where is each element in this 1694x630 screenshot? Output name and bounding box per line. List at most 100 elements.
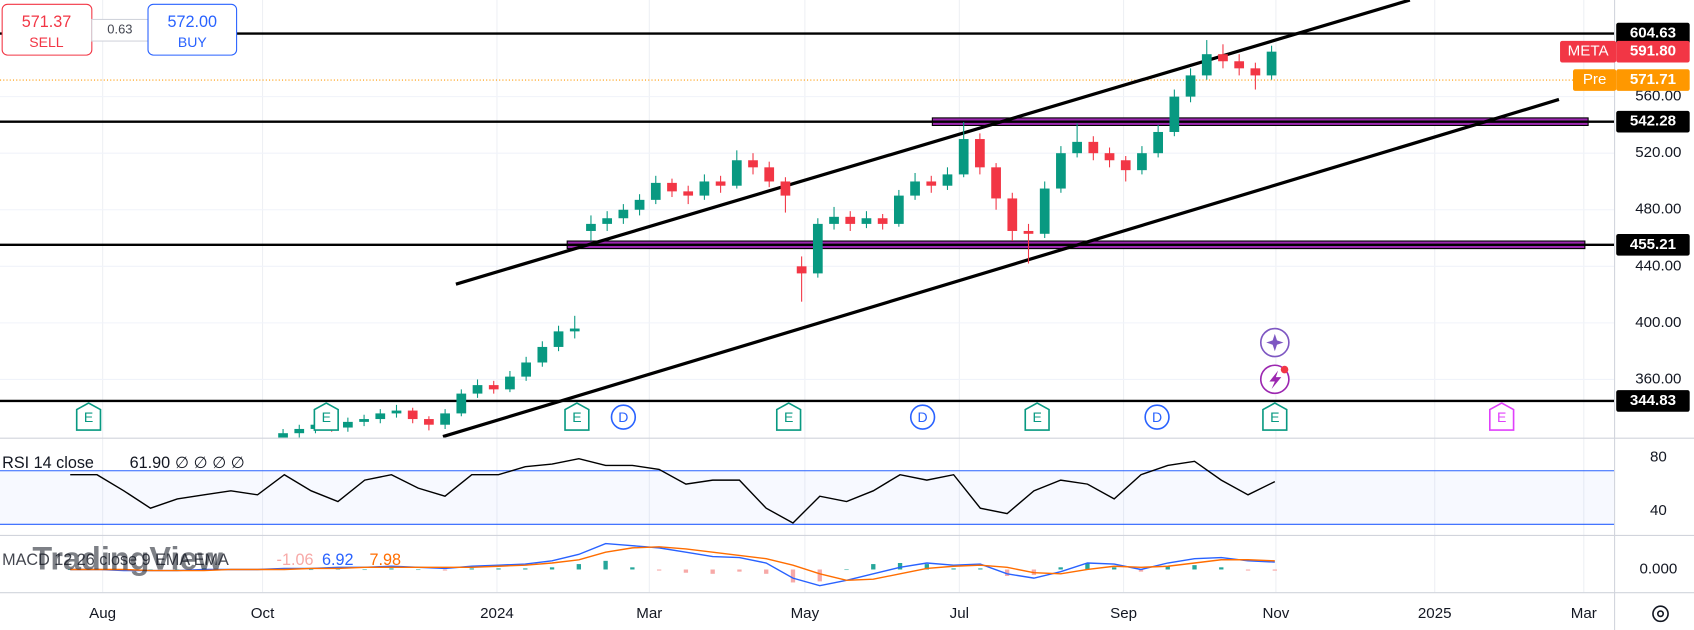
candle-body xyxy=(731,160,742,186)
spread: 0.63 xyxy=(107,22,132,37)
earnings-marker[interactable] xyxy=(775,402,802,431)
macd-histogram-bar xyxy=(978,568,983,570)
candle-body xyxy=(586,223,596,231)
y-tick-label: 400.00 xyxy=(1635,314,1681,331)
macd-histogram-bar xyxy=(549,567,555,570)
macd-histogram-bar xyxy=(710,569,715,574)
macd-histogram-bar xyxy=(844,569,849,571)
earnings-marker[interactable] xyxy=(75,402,102,431)
candle-body xyxy=(1120,160,1131,171)
premarket-name: Pre xyxy=(1583,71,1607,88)
macd-histogram-bar xyxy=(1219,567,1224,570)
candle-body xyxy=(1104,153,1115,161)
macd-histogram-bar xyxy=(1112,567,1117,570)
candle-body xyxy=(1185,75,1196,97)
grid xyxy=(0,0,1615,593)
candle-body xyxy=(294,428,305,434)
candle-body xyxy=(456,393,467,414)
earnings-marker[interactable] xyxy=(1024,402,1050,431)
macd-histogram-bar xyxy=(175,569,180,571)
buy-button[interactable] xyxy=(147,3,238,56)
macd-histogram-bar xyxy=(1165,566,1170,570)
rsi-extra: ∅ ∅ ∅ ∅ xyxy=(175,454,245,472)
candle-body xyxy=(407,410,418,420)
candle-body xyxy=(1234,61,1245,69)
level-label: 604.63 xyxy=(1630,25,1676,42)
candle-body xyxy=(1201,54,1212,76)
event-label: E xyxy=(1497,409,1506,425)
watermark: TradingView xyxy=(32,540,223,576)
earnings-marker[interactable] xyxy=(564,402,590,431)
candle-body xyxy=(1218,54,1228,62)
candle-body xyxy=(1039,188,1050,234)
sparkle-icon xyxy=(1266,333,1284,352)
event-label: E xyxy=(322,409,331,425)
x-tick-label: Jul xyxy=(950,605,969,622)
event-label: E xyxy=(784,409,793,425)
earnings-marker[interactable] xyxy=(1489,402,1515,431)
macd-histogram-bar xyxy=(790,569,796,583)
candle-body xyxy=(359,419,369,422)
earnings-marker[interactable] xyxy=(313,402,339,431)
notification-dot xyxy=(1280,365,1289,374)
candle-body xyxy=(1250,68,1261,76)
trend-line xyxy=(442,97,1560,438)
x-tick-label: Sep xyxy=(1110,605,1137,622)
candle-body xyxy=(553,331,564,347)
y-tick-label: 560.00 xyxy=(1635,88,1681,105)
candle-body xyxy=(650,182,661,200)
candle-body xyxy=(440,413,450,425)
level-label-bg xyxy=(1616,390,1690,412)
rsi-name: RSI 14 close xyxy=(2,454,94,472)
candle-body xyxy=(910,181,920,196)
candle-body xyxy=(1023,230,1034,234)
settings-button[interactable] xyxy=(1652,605,1669,623)
candle-body xyxy=(1056,153,1066,189)
last-price-label: 591.80 xyxy=(1630,43,1676,60)
dividend-marker[interactable] xyxy=(1144,404,1170,430)
x-tick-label: May xyxy=(791,605,820,622)
lightning-icon xyxy=(1269,370,1282,390)
candle-body xyxy=(1169,96,1180,132)
macd-histogram-bar xyxy=(1272,569,1277,571)
candle-body xyxy=(796,266,807,274)
macd-histogram-bar xyxy=(1058,567,1063,570)
macd-histogram-bar xyxy=(656,569,662,571)
macd-histogram-bar xyxy=(630,567,635,570)
rsi-line xyxy=(70,458,1276,524)
earnings-marker[interactable] xyxy=(1262,402,1288,431)
candle-body xyxy=(975,139,985,168)
dividend-marker[interactable] xyxy=(610,404,637,430)
candle-body xyxy=(926,181,937,186)
candle-body xyxy=(472,385,483,394)
macd-line xyxy=(70,546,1275,581)
x-tick-label: Mar xyxy=(1571,605,1597,622)
macd-histogram-bar xyxy=(817,569,822,582)
candle-body xyxy=(618,209,629,219)
candle-body xyxy=(812,223,823,274)
macd-histogram-bar xyxy=(1245,569,1251,571)
trend-line xyxy=(455,0,1411,286)
candle-body xyxy=(748,160,758,168)
buy-label: BUY xyxy=(178,34,207,50)
macd-histogram-bar xyxy=(951,568,956,570)
candle-body xyxy=(521,362,531,377)
rsi-tick-label: 80 xyxy=(1650,448,1667,465)
dividend-marker[interactable] xyxy=(909,404,936,430)
candle-body xyxy=(780,181,791,196)
macd-histogram-bar xyxy=(496,568,501,570)
candle-body xyxy=(424,419,434,425)
candle-body xyxy=(375,413,386,420)
candle-body xyxy=(505,376,515,390)
macd-histogram-bar xyxy=(871,564,876,570)
x-tick-label: 2025 xyxy=(1418,605,1452,622)
macd-pane xyxy=(68,542,1277,587)
sell-label: SELL xyxy=(29,34,64,50)
event-label: D xyxy=(918,409,928,425)
settings-icon xyxy=(1656,610,1665,618)
candle-body xyxy=(958,139,969,175)
macd-histogram-bar xyxy=(389,568,394,570)
event-label: E xyxy=(1270,409,1279,425)
